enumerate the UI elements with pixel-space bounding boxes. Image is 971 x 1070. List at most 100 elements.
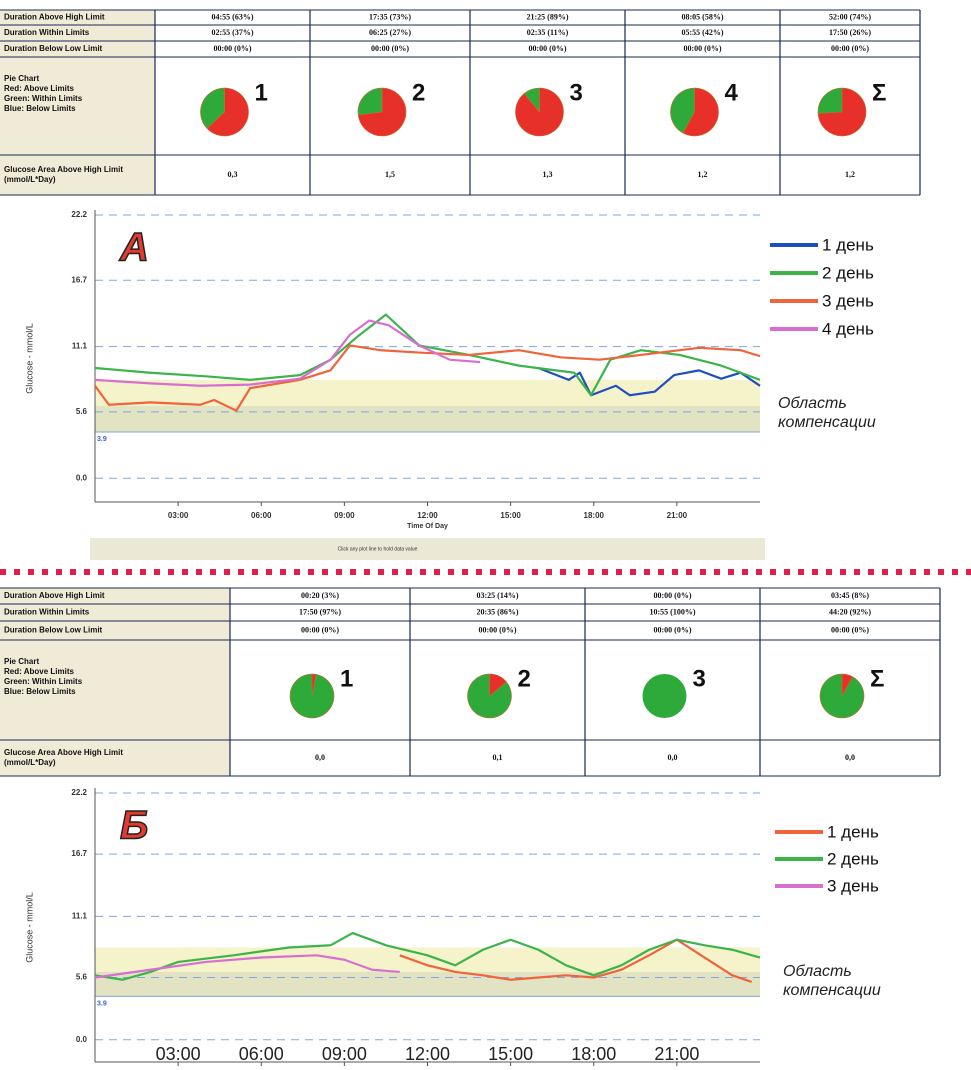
pie-slice bbox=[200, 87, 225, 129]
row-label: Red: Above Limits bbox=[4, 84, 74, 93]
series-line bbox=[94, 931, 761, 981]
table-cell: 0,1 bbox=[493, 753, 503, 762]
table-cell: 0,0 bbox=[668, 753, 678, 762]
table-cell: 17:50 (97%) bbox=[299, 607, 341, 616]
row-label: Duration Above High Limit bbox=[4, 591, 105, 600]
pie-slice bbox=[357, 87, 383, 116]
y-axis-label: Glucose - mmol/L bbox=[24, 323, 34, 394]
table-cell: 00:00 (0%) bbox=[654, 591, 692, 600]
x-tick-label: 06:00 bbox=[239, 1044, 284, 1064]
table-cell: 1,2 bbox=[698, 170, 708, 179]
table-cell: 20:35 (86%) bbox=[477, 607, 519, 616]
pie-label: 1 bbox=[340, 665, 353, 692]
table-cell: 17:35 (73%) bbox=[369, 12, 411, 21]
table-cell: 02:55 (37%) bbox=[212, 28, 254, 37]
row-label: Duration Below Low Limit bbox=[4, 44, 103, 53]
table-cell: 05:55 (42%) bbox=[682, 28, 724, 37]
row-label: Green: Within Limits bbox=[4, 677, 83, 686]
row-label: Pie Chart bbox=[4, 74, 39, 83]
panel-title: А bbox=[119, 226, 149, 270]
pie-slice bbox=[523, 87, 540, 113]
table-cell: 17:50 (26%) bbox=[829, 28, 871, 37]
x-tick-label: 21:00 bbox=[667, 511, 688, 520]
y-tick-label: 0.0 bbox=[76, 1035, 88, 1044]
table-cell: 03:25 (14%) bbox=[477, 591, 519, 600]
x-tick-label: 15:00 bbox=[488, 1044, 533, 1064]
legend-label: 1 день bbox=[822, 235, 874, 254]
table-cell: 44:20 (92%) bbox=[829, 607, 871, 616]
row-label: (mmol/L*Day) bbox=[4, 758, 56, 767]
low-limit-label: 3.9 bbox=[97, 1000, 107, 1007]
annotation: компенсации bbox=[778, 414, 876, 431]
row-label: Duration Below Low Limit bbox=[4, 626, 103, 635]
pie-slice bbox=[819, 673, 865, 719]
row-label: Duration Within Limits bbox=[4, 28, 90, 37]
row-label: Red: Above Limits bbox=[4, 667, 74, 676]
table-cell: 06:25 (27%) bbox=[369, 28, 411, 37]
annotation: компенсации bbox=[783, 982, 881, 999]
low-limit-label: 3.9 bbox=[97, 436, 107, 443]
annotation: Область bbox=[778, 395, 847, 412]
note-box bbox=[90, 538, 765, 560]
pie-label: 1 bbox=[255, 79, 268, 106]
annotation: Область bbox=[783, 963, 852, 980]
row-label: Blue: Below Limits bbox=[4, 104, 76, 113]
pie-slice bbox=[515, 87, 564, 137]
table-cell: 10:55 (100%) bbox=[650, 607, 696, 616]
series-line bbox=[94, 313, 761, 397]
row-label: Duration Above High Limit bbox=[4, 13, 105, 22]
y-tick-label: 16.7 bbox=[71, 275, 87, 284]
pie-label: 2 bbox=[518, 665, 531, 692]
table-cell: 00:00 (0%) bbox=[301, 625, 339, 634]
legend-label: 1 день bbox=[827, 822, 879, 841]
pie-label: 2 bbox=[412, 79, 425, 106]
note: Click any plot line to hold data value bbox=[338, 546, 418, 552]
table-cell: 00:00 (0%) bbox=[371, 44, 409, 53]
table-cell: 03:45 (8%) bbox=[831, 591, 869, 600]
table-cell: 21:25 (89%) bbox=[527, 12, 569, 21]
table-cell: 0,0 bbox=[845, 753, 855, 762]
x-tick-label: 03:00 bbox=[156, 1044, 201, 1064]
pie-label: Σ bbox=[872, 79, 886, 106]
legend-label: 3 день bbox=[822, 291, 874, 310]
y-tick-label: 5.6 bbox=[76, 407, 88, 416]
legend-label: 2 день bbox=[827, 849, 879, 868]
x-axis-label: Time Of Day bbox=[407, 523, 448, 530]
row-label: Glucose Area Above High Limit bbox=[4, 748, 123, 757]
table-cell: 08:05 (58%) bbox=[682, 12, 724, 21]
x-tick-label: 12:00 bbox=[417, 511, 438, 520]
y-tick-label: 22.2 bbox=[71, 210, 87, 219]
pie-label: 3 bbox=[693, 665, 706, 692]
y-tick-label: 0.0 bbox=[76, 473, 88, 482]
label-column bbox=[0, 588, 230, 776]
x-tick-label: 18:00 bbox=[584, 511, 605, 520]
x-tick-label: 03:00 bbox=[168, 511, 189, 520]
pie-slice bbox=[642, 674, 687, 718]
table-cell: 1,3 bbox=[543, 170, 553, 179]
x-tick-label: 18:00 bbox=[571, 1044, 616, 1064]
row-label: Duration Within Limits bbox=[4, 608, 90, 617]
table-cell: 00:00 (0%) bbox=[214, 44, 252, 53]
table-cell: 1,2 bbox=[845, 170, 855, 179]
table-cell: 00:00 (0%) bbox=[831, 44, 869, 53]
pie-slice bbox=[817, 87, 867, 137]
legend-label: 4 день bbox=[822, 319, 874, 338]
x-tick-label: 06:00 bbox=[251, 511, 272, 520]
pie-label: 3 bbox=[570, 79, 583, 106]
table-cell: 1,5 bbox=[385, 170, 395, 179]
pie-slice bbox=[682, 87, 719, 137]
pie-label: Σ bbox=[870, 665, 884, 692]
y-tick-label: 11.1 bbox=[72, 342, 88, 351]
row-label: Blue: Below Limits bbox=[4, 687, 76, 696]
pie-slice bbox=[289, 673, 335, 719]
legend-label: 2 день bbox=[822, 263, 874, 282]
table-cell: 00:20 (3%) bbox=[301, 591, 339, 600]
pie-slice bbox=[206, 87, 249, 137]
y-tick-label: 5.6 bbox=[76, 973, 88, 982]
table-cell: 00:00 (0%) bbox=[479, 625, 517, 634]
table-cell: 0,0 bbox=[315, 753, 325, 762]
table-cell: 02:35 (11%) bbox=[527, 28, 569, 37]
row-label: Glucose Area Above High Limit bbox=[4, 165, 123, 174]
legend-label: 3 день bbox=[827, 876, 879, 895]
